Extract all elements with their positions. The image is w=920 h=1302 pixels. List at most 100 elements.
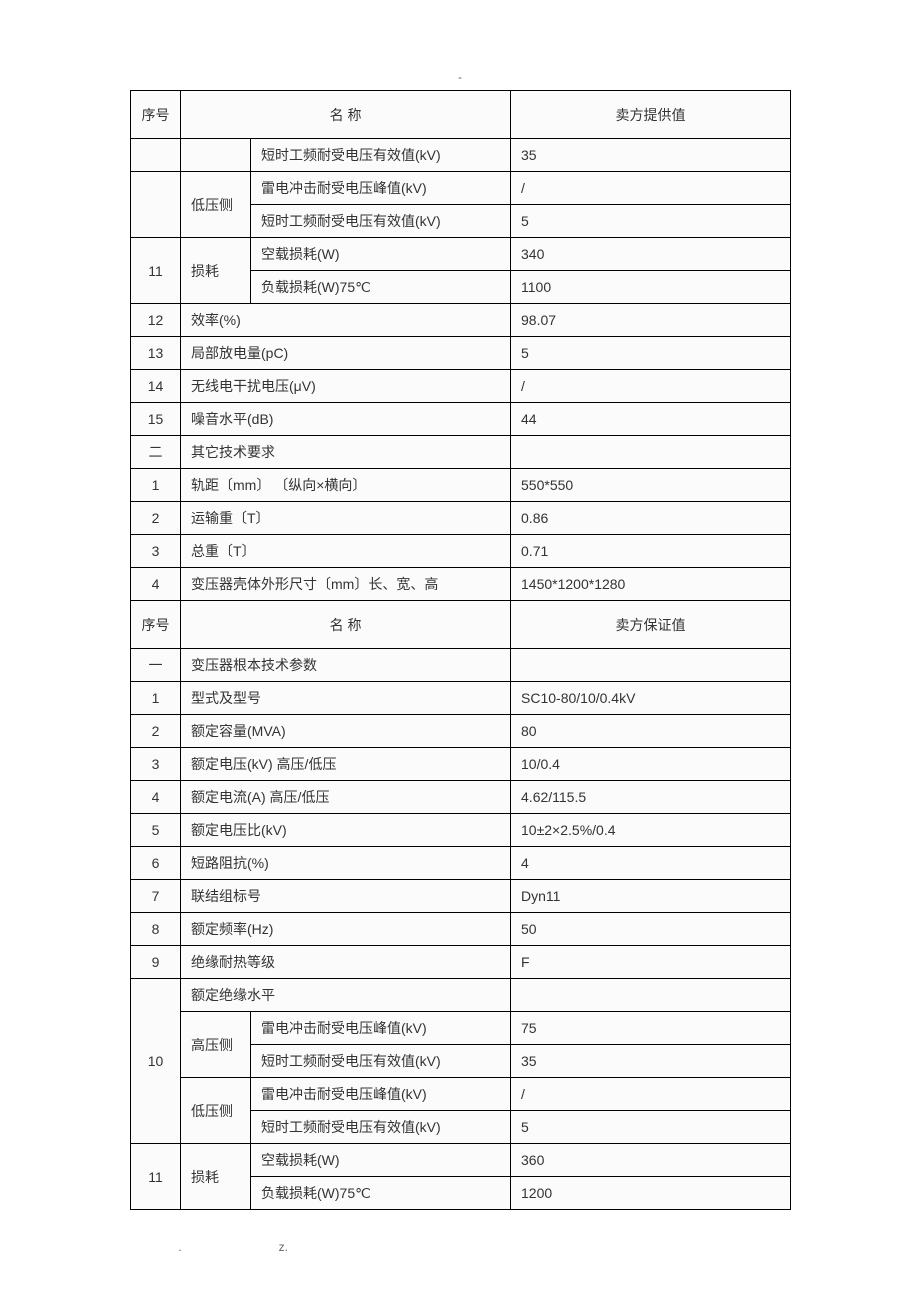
cell-val: / bbox=[511, 1078, 791, 1111]
cell-seq: 二 bbox=[131, 436, 181, 469]
cell-sub1-lv: 低压侧 bbox=[181, 172, 251, 238]
cell-seq: 11 bbox=[131, 238, 181, 304]
cell-val: Dyn11 bbox=[511, 880, 791, 913]
cell-seq: 2 bbox=[131, 502, 181, 535]
table-row: 12 效率(%) 98.07 bbox=[131, 304, 791, 337]
header-seq: 序号 bbox=[131, 91, 181, 139]
cell-seq: 15 bbox=[131, 403, 181, 436]
cell-sub2: 雷电冲击耐受电压峰值(kV) bbox=[251, 1078, 511, 1111]
cell-name: 效率(%) bbox=[181, 304, 511, 337]
table-row: 二 其它技术要求 bbox=[131, 436, 791, 469]
table-row: 11 损耗 空载损耗(W) 360 bbox=[131, 1144, 791, 1177]
cell-val: 1450*1200*1280 bbox=[511, 568, 791, 601]
cell-seq: 7 bbox=[131, 880, 181, 913]
cell-name: 无线电干扰电压(μV) bbox=[181, 370, 511, 403]
cell-name: 轨距〔mm〕 〔纵向×横向〕 bbox=[181, 469, 511, 502]
cell-val: 1200 bbox=[511, 1177, 791, 1210]
cell-name: 联结组标号 bbox=[181, 880, 511, 913]
table-row: 10 额定绝缘水平 bbox=[131, 979, 791, 1012]
cell-seq: 6 bbox=[131, 847, 181, 880]
cell-seq: 14 bbox=[131, 370, 181, 403]
cell-seq: 1 bbox=[131, 682, 181, 715]
cell-val: 75 bbox=[511, 1012, 791, 1045]
table-row: 短时工频耐受电压有效值(kV) 35 bbox=[131, 139, 791, 172]
cell-val bbox=[511, 436, 791, 469]
cell-sub2: 雷电冲击耐受电压峰值(kV) bbox=[251, 172, 511, 205]
cell-seq: 1 bbox=[131, 469, 181, 502]
cell-val: 10/0.4 bbox=[511, 748, 791, 781]
footer-z: z. bbox=[233, 1240, 333, 1254]
cell-val: 98.07 bbox=[511, 304, 791, 337]
table-row: 14 无线电干扰电压(μV) / bbox=[131, 370, 791, 403]
cell-val: / bbox=[511, 370, 791, 403]
cell-val: 550*550 bbox=[511, 469, 791, 502]
cell-seq bbox=[131, 172, 181, 238]
cell-name: 型式及型号 bbox=[181, 682, 511, 715]
cell-hv-label: 高压侧 bbox=[181, 1012, 251, 1078]
cell-val: 35 bbox=[511, 1045, 791, 1078]
cell-lv-label: 低压侧 bbox=[181, 1078, 251, 1144]
cell-val: 35 bbox=[511, 139, 791, 172]
cell-name: 额定电压(kV) 高压/低压 bbox=[181, 748, 511, 781]
table-row: 一 变压器根本技术参数 bbox=[131, 649, 791, 682]
cell-sub2: 短时工频耐受电压有效值(kV) bbox=[251, 1111, 511, 1144]
header-name: 名 称 bbox=[181, 601, 511, 649]
table-row: 4 变压器壳体外形尺寸〔mm〕长、宽、高 1450*1200*1280 bbox=[131, 568, 791, 601]
table-row: 3 额定电压(kV) 高压/低压 10/0.4 bbox=[131, 748, 791, 781]
cell-name: 额定电压比(kV) bbox=[181, 814, 511, 847]
cell-val: 0.71 bbox=[511, 535, 791, 568]
cell-name: 总重〔T〕 bbox=[181, 535, 511, 568]
cell-sub1 bbox=[181, 139, 251, 172]
cell-seq: 5 bbox=[131, 814, 181, 847]
cell-val: 1100 bbox=[511, 271, 791, 304]
cell-val: 44 bbox=[511, 403, 791, 436]
cell-seq: 10 bbox=[131, 979, 181, 1144]
cell-name: 额定电流(A) 高压/低压 bbox=[181, 781, 511, 814]
table-row: 6 短路阻抗(%) 4 bbox=[131, 847, 791, 880]
cell-sub2: 短时工频耐受电压有效值(kV) bbox=[251, 1045, 511, 1078]
table1-header-row: 序号 名 称 卖方提供值 bbox=[131, 91, 791, 139]
header-val: 卖方提供值 bbox=[511, 91, 791, 139]
cell-val: 50 bbox=[511, 913, 791, 946]
table-row: 1 轨距〔mm〕 〔纵向×横向〕 550*550 bbox=[131, 469, 791, 502]
cell-val: / bbox=[511, 172, 791, 205]
cell-seq: 一 bbox=[131, 649, 181, 682]
cell-sub2: 雷电冲击耐受电压峰值(kV) bbox=[251, 1012, 511, 1045]
top-mark: - bbox=[130, 70, 790, 84]
cell-seq: 8 bbox=[131, 913, 181, 946]
cell-val: F bbox=[511, 946, 791, 979]
cell-sub2: 负载损耗(W)75℃ bbox=[251, 271, 511, 304]
table-row: 1 型式及型号 SC10-80/10/0.4kV bbox=[131, 682, 791, 715]
cell-name: 绝缘耐热等级 bbox=[181, 946, 511, 979]
table-row: 9 绝缘耐热等级 F bbox=[131, 946, 791, 979]
table-row: 3 总重〔T〕 0.71 bbox=[131, 535, 791, 568]
table-row: 高压侧 雷电冲击耐受电压峰值(kV) 75 bbox=[131, 1012, 791, 1045]
cell-name: 变压器壳体外形尺寸〔mm〕长、宽、高 bbox=[181, 568, 511, 601]
cell-name: 短路阻抗(%) bbox=[181, 847, 511, 880]
cell-name: 额定频率(Hz) bbox=[181, 913, 511, 946]
table-row: 7 联结组标号 Dyn11 bbox=[131, 880, 791, 913]
cell-sub1-loss: 损耗 bbox=[181, 238, 251, 304]
table-row: 2 额定容量(MVA) 80 bbox=[131, 715, 791, 748]
cell-seq: 4 bbox=[131, 568, 181, 601]
cell-sub1-loss: 损耗 bbox=[181, 1144, 251, 1210]
table-row: 15 噪音水平(dB) 44 bbox=[131, 403, 791, 436]
table2-header-row: 序号 名 称 卖方保证值 bbox=[131, 601, 791, 649]
table-row: 2 运输重〔T〕 0.86 bbox=[131, 502, 791, 535]
spec-table-1: 序号 名 称 卖方提供值 短时工频耐受电压有效值(kV) 35 低压侧 雷电冲击… bbox=[130, 90, 791, 1210]
cell-seq bbox=[131, 139, 181, 172]
cell-val: 10±2×2.5%/0.4 bbox=[511, 814, 791, 847]
cell-seq: 12 bbox=[131, 304, 181, 337]
cell-val bbox=[511, 979, 791, 1012]
cell-sub2: 短时工频耐受电压有效值(kV) bbox=[251, 139, 511, 172]
cell-seq: 11 bbox=[131, 1144, 181, 1210]
table-row: 5 额定电压比(kV) 10±2×2.5%/0.4 bbox=[131, 814, 791, 847]
cell-name: 运输重〔T〕 bbox=[181, 502, 511, 535]
table-row: 11 损耗 空载损耗(W) 340 bbox=[131, 238, 791, 271]
cell-sub2: 负载损耗(W)75℃ bbox=[251, 1177, 511, 1210]
cell-sub2: 空载损耗(W) bbox=[251, 1144, 511, 1177]
cell-sub2: 空载损耗(W) bbox=[251, 238, 511, 271]
cell-seq: 9 bbox=[131, 946, 181, 979]
page-footer: . z. bbox=[130, 1240, 790, 1254]
cell-val: 80 bbox=[511, 715, 791, 748]
